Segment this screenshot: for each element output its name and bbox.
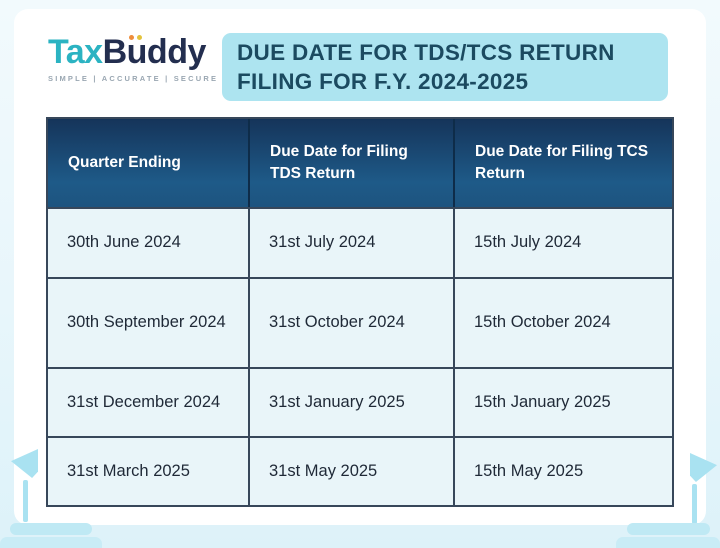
logo-word-ddy: ddy [146,33,206,71]
title-line-2: FILING FOR F.Y. 2024-2025 [237,69,529,94]
header-quarter-ending: Quarter Ending [48,119,250,207]
logo-letter-u: u [126,33,148,71]
header-tds-due-date: Due Date for Filing TDS Return [250,119,455,207]
logo-tagline: SIMPLE | ACCURATE | SECURE [48,74,219,84]
taxbuddy-logo: TaxBu ddy SIMPLE | ACCURATE | SECURE [48,33,219,84]
cell-quarter: 30th September 2024 [48,279,250,367]
logo-letter-u-umlaut: u [126,33,148,71]
cell-tds-date: 31st October 2024 [250,279,455,367]
header-tcs-due-date: Due Date for Filing TCS Return [475,142,649,182]
title-banner: DUE DATE FOR TDS/TCS RETURN FILING FOR F… [222,33,668,101]
table-row: 31st March 2025 31st May 2025 15th May 2… [48,436,672,505]
logo-wordmark: TaxBu ddy [48,33,208,71]
table-header-row: Quarter Ending Due Date for Filing TDS R… [48,119,672,207]
table-row: 30th June 2024 31st July 2024 15th July … [48,207,672,277]
podium-bar-large [616,537,720,548]
cell-tds-date: 31st July 2024 [250,209,455,277]
podium-bar-large [0,537,102,548]
due-date-table: Quarter Ending Due Date for Filing TDS R… [46,117,674,507]
cell-tcs-date: 15th July 2024 [474,233,582,252]
umlaut-dot-yellow-icon [136,35,142,40]
cell-tds-date: 31st May 2025 [250,438,455,505]
logo-letter-b: B [102,33,128,71]
cell-quarter: 31st December 2024 [48,369,250,436]
cell-quarter: 30th June 2024 [48,209,250,277]
title-line-1: DUE DATE FOR TDS/TCS RETURN [237,39,615,65]
logo-word-tax: Tax [48,33,103,71]
umlaut-dot-orange-icon [128,35,134,40]
table-row: 31st December 2024 31st January 2025 15t… [48,367,672,436]
cell-tds-date: 31st January 2025 [250,369,455,436]
table-row: 30th September 2024 31st October 2024 15… [48,277,672,367]
cell-tcs-date: 15th October 2024 [474,313,611,332]
cell-quarter: 31st March 2025 [48,438,250,505]
cell-tcs-date: 15th May 2025 [474,461,584,480]
cell-tcs-date: 15th January 2025 [474,392,611,411]
